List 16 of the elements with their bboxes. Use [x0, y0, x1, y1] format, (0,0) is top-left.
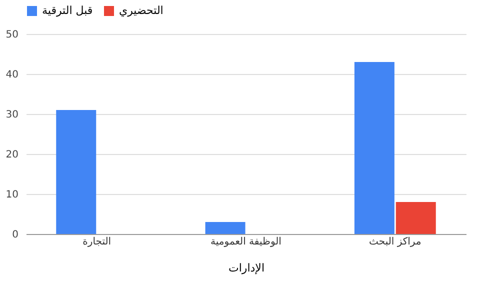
x-tick-label: مراكز البحث — [369, 236, 422, 248]
y-tick-label: 40 — [6, 70, 18, 80]
legend-label: قبل الترقية — [42, 4, 93, 17]
bar — [56, 110, 96, 234]
y-tick-label: 20 — [6, 150, 18, 160]
x-tick-label: التجارة — [82, 236, 112, 248]
y-tick-label: 30 — [6, 110, 18, 120]
y-tick-label: 50 — [6, 30, 18, 40]
bar — [354, 62, 394, 234]
y-tick-label: 10 — [6, 190, 18, 200]
x-tick-label: الوظيفة العمومية — [210, 236, 282, 248]
x-axis-title: الإدارات — [228, 262, 265, 274]
bar — [205, 222, 246, 234]
bar — [396, 202, 436, 234]
y-tick-label: 0 — [12, 230, 18, 240]
legend-label: التحضيري — [119, 4, 164, 17]
